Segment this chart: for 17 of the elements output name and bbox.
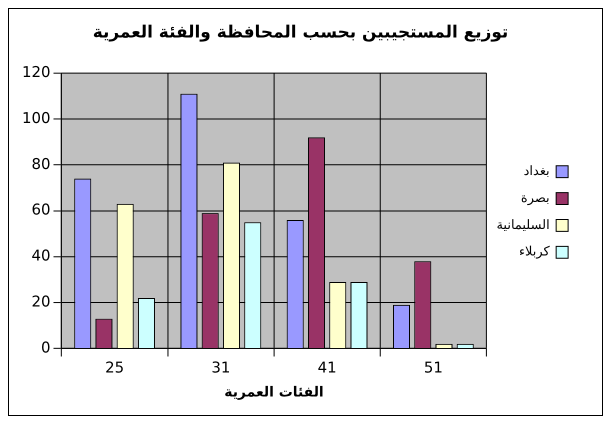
- x-tick-label: 25: [105, 358, 124, 376]
- y-tick-label: 40: [31, 246, 50, 265]
- legend-label: بصرة: [520, 190, 550, 206]
- x-tick-label: 51: [424, 358, 443, 376]
- y-tick-label: 120: [22, 62, 50, 81]
- legend-label: كربلاء: [518, 244, 551, 260]
- y-tick-label: 100: [22, 108, 50, 127]
- x-tick-label: 31: [211, 358, 230, 376]
- legend-label: بغداد: [524, 164, 550, 180]
- x-tick-label: 41: [318, 358, 337, 376]
- y-tick-label: 60: [31, 200, 50, 219]
- legend-label: السليمانية: [496, 218, 550, 233]
- x-axis-title: الفئات العمرية: [224, 384, 324, 400]
- chart-title: توزيع المستجيبين بحسب المحافظة والفئة العمرية: [92, 21, 508, 42]
- y-tick-label: 80: [31, 154, 50, 173]
- y-tick-label: 20: [31, 292, 50, 310]
- y-tick-label: 0: [40, 338, 50, 356]
